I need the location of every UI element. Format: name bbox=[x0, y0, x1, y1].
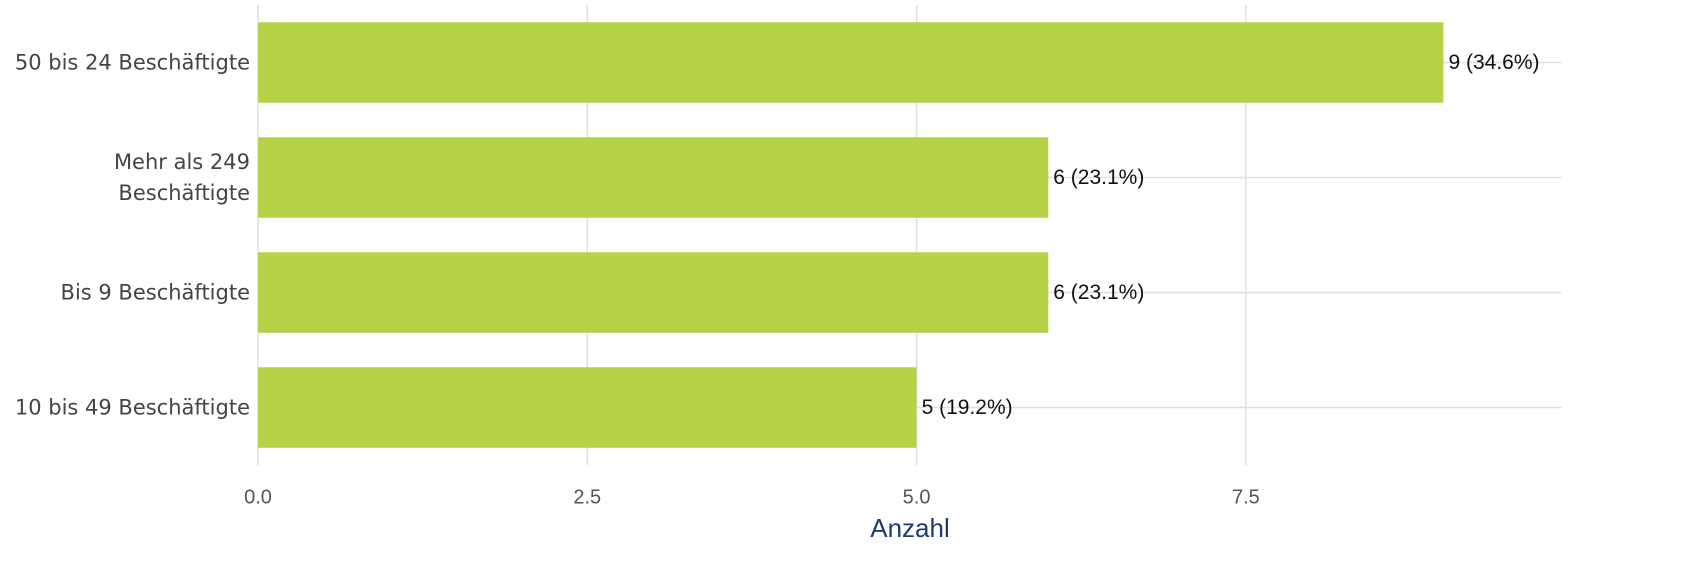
value-label: 5 (19.2%) bbox=[922, 396, 1013, 419]
bar bbox=[258, 367, 917, 448]
x-tick-label: 5.0 bbox=[903, 486, 931, 508]
y-tick-label: Mehr als 249 Beschäftigte bbox=[113, 149, 250, 205]
x-tick-label: 2.5 bbox=[573, 486, 601, 508]
y-tick-label: Bis 9 Beschäftigte bbox=[60, 280, 250, 304]
x-tick-label: 7.5 bbox=[1232, 486, 1260, 508]
value-label: 6 (23.1%) bbox=[1053, 281, 1144, 304]
x-tick-label: 0.0 bbox=[244, 486, 272, 508]
y-tick-label: 50 bis 24 Beschäftigte bbox=[14, 50, 250, 74]
bar bbox=[258, 22, 1444, 103]
bar bbox=[258, 252, 1049, 333]
x-axis-title: Anzahl bbox=[870, 513, 950, 543]
value-label: 6 (23.1%) bbox=[1053, 166, 1144, 189]
y-tick-label: 10 bis 49 Beschäftigte bbox=[14, 395, 250, 419]
bar bbox=[258, 137, 1049, 218]
value-label: 9 (34.6%) bbox=[1448, 51, 1539, 74]
